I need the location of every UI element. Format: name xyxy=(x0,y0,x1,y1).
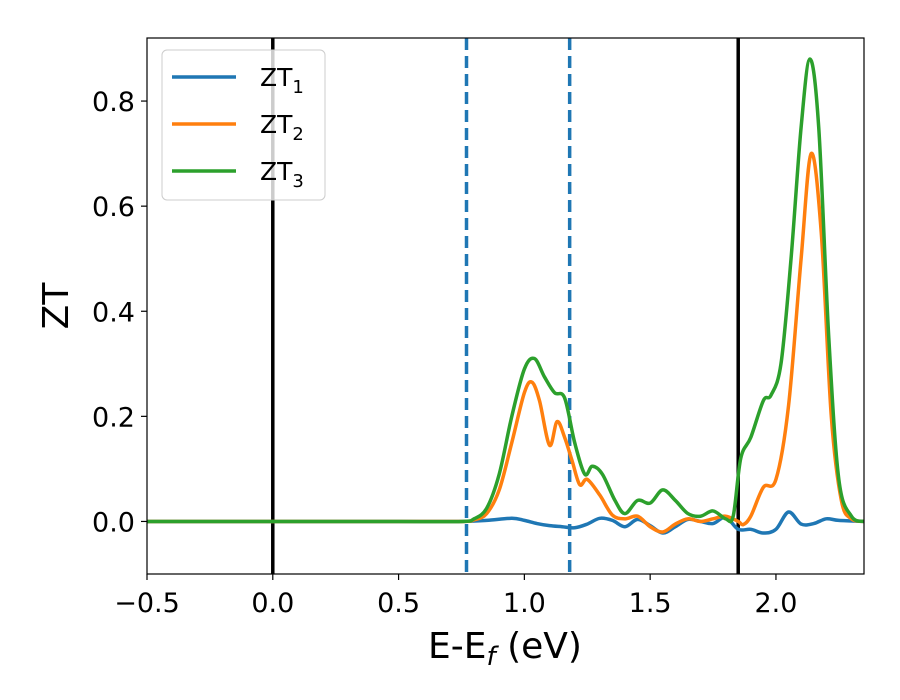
series-lines xyxy=(147,57,864,535)
x-tick-label-2: 0.5 xyxy=(377,588,420,619)
x-tick-label-1: 0.0 xyxy=(251,588,294,619)
y-tick-label-1: 0.2 xyxy=(92,402,135,433)
series-line-3 xyxy=(147,57,864,524)
series-line-2 xyxy=(147,151,864,534)
y-tick-label-2: 0.4 xyxy=(92,297,135,328)
y-axis-title: ZT xyxy=(36,282,77,330)
x-tick-label-0: −0.5 xyxy=(114,588,180,619)
y-tick-label-3: 0.6 xyxy=(92,192,135,223)
legend-label-3: ZT3 xyxy=(260,157,304,192)
legend-box xyxy=(161,49,326,201)
legend: ZT1 ZT2 ZT3 xyxy=(161,49,326,201)
x-tick-label-5: 2.0 xyxy=(754,588,797,619)
y-tick-label-0: 0.0 xyxy=(92,507,135,538)
legend-label-1: ZT1 xyxy=(260,63,304,98)
x-axis-ticks: −0.5 0.0 0.5 1.0 1.5 2.0 xyxy=(114,574,797,619)
plot-frame xyxy=(146,37,865,575)
legend-label-2: ZT2 xyxy=(260,110,304,145)
y-axis-ticks: 0.0 0.2 0.4 0.6 0.8 xyxy=(92,87,147,538)
x-axis-title: E-Ef (eV) xyxy=(428,626,582,672)
x-tick-label-3: 1.0 xyxy=(503,588,546,619)
y-tick-label-4: 0.8 xyxy=(92,87,135,118)
x-tick-label-4: 1.5 xyxy=(629,588,672,619)
